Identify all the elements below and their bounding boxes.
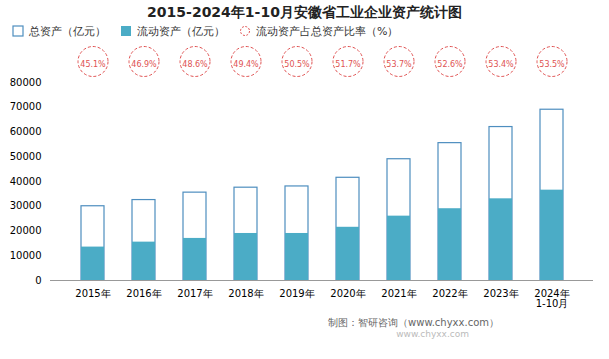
svg-text:2021年: 2021年 bbox=[381, 288, 416, 299]
html-text:制图：智研咨询（www.chyxx.com）: 制图：智研咨询（www.chyxx.com） bbox=[328, 317, 499, 328]
svg-text:48.6%: 48.6% bbox=[182, 60, 208, 69]
html-text:www.chyxx.com: www.chyxx.com bbox=[396, 329, 469, 339]
svg-text:53.4%: 53.4% bbox=[488, 60, 514, 69]
svg-text:2016年: 2016年 bbox=[126, 288, 161, 299]
svg-text:53.7%: 53.7% bbox=[386, 60, 412, 69]
svg-text:20000: 20000 bbox=[10, 225, 42, 236]
svg-text:45.1%: 45.1% bbox=[80, 60, 106, 69]
svg-text:2023年: 2023年 bbox=[483, 288, 518, 299]
svg-text:2017年: 2017年 bbox=[177, 288, 212, 299]
svg-text:52.6%: 52.6% bbox=[437, 60, 463, 69]
svg-text:53.5%: 53.5% bbox=[539, 60, 565, 69]
html-text:流动资产占总资产比率（%）: 流动资产占总资产比率（%） bbox=[256, 24, 399, 38]
svg-text:40000: 40000 bbox=[10, 176, 42, 187]
svg-text:51.7%: 51.7% bbox=[335, 60, 361, 69]
svg-text:2018年: 2018年 bbox=[228, 288, 263, 299]
svg-text:2022年: 2022年 bbox=[432, 288, 467, 299]
svg-text:50.5%: 50.5% bbox=[284, 60, 310, 69]
svg-text:2015年: 2015年 bbox=[75, 288, 110, 299]
svg-text:10000: 10000 bbox=[10, 250, 42, 261]
html-text:2015-2024年1-10月安徽省工业企业资产统计图: 2015-2024年1-10月安徽省工业企业资产统计图 bbox=[147, 4, 462, 20]
svg-text:2024年1-10月: 2024年1-10月 bbox=[534, 288, 569, 309]
svg-text:2019年: 2019年 bbox=[279, 288, 314, 299]
html-text:流动资产（亿元）: 流动资产（亿元） bbox=[137, 24, 225, 38]
svg-text:46.9%: 46.9% bbox=[131, 60, 157, 69]
svg-text:70000: 70000 bbox=[10, 101, 42, 112]
svg-text:0: 0 bbox=[35, 275, 41, 286]
svg-text:80000: 80000 bbox=[10, 77, 42, 88]
svg-text:30000: 30000 bbox=[10, 200, 42, 211]
svg-text:2020年: 2020年 bbox=[330, 288, 365, 299]
svg-text:49.4%: 49.4% bbox=[233, 60, 259, 69]
svg-text:50000: 50000 bbox=[10, 151, 42, 162]
svg-text:60000: 60000 bbox=[10, 126, 42, 137]
html-text:总资产（亿元）: 总资产（亿元） bbox=[29, 24, 106, 38]
